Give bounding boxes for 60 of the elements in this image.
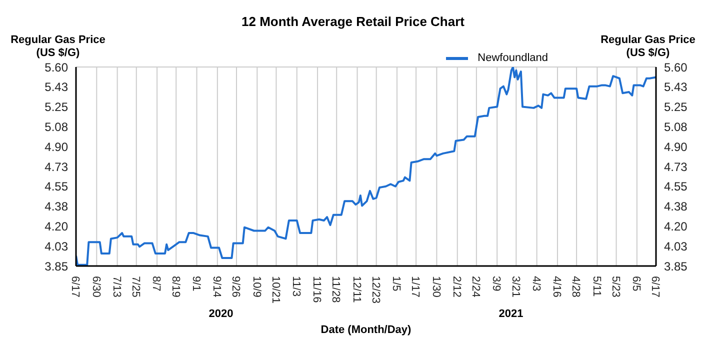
text: 2020 bbox=[208, 308, 234, 320]
x-tick-label: 6/17 bbox=[69, 276, 82, 298]
y2-tick-label: 4.20 bbox=[664, 219, 688, 234]
x-tick-label: 4/28 bbox=[570, 276, 582, 298]
x-tick-label: 5/23 bbox=[609, 276, 622, 298]
y2-tick-label: 4.03 bbox=[664, 239, 688, 254]
y2-axis-title: Regular Gas Price (US $/G) bbox=[600, 34, 696, 60]
y2-tick-label: 3.85 bbox=[664, 259, 688, 274]
y-tick-label: 4.55 bbox=[44, 180, 68, 194]
x-tick-label: 7/13 bbox=[110, 276, 122, 298]
x-tick-label: 7/25 bbox=[130, 276, 142, 298]
legend-label: Newfoundland bbox=[478, 52, 548, 64]
x-tick-label: 10/21 bbox=[269, 276, 282, 304]
y-tick-label: 3.85 bbox=[44, 259, 68, 274]
x-tick-label: 9/1 bbox=[190, 276, 202, 292]
y-tick-label: 5.08 bbox=[44, 120, 68, 134]
y2-tick-label: 5.25 bbox=[664, 100, 688, 114]
x-tick-label: 1/5 bbox=[390, 276, 402, 292]
y-tick-label: 4.38 bbox=[44, 200, 68, 214]
x-tick-label: 12/23 bbox=[369, 276, 382, 304]
y2-tick-label: 4.73 bbox=[664, 160, 688, 174]
x-tick-label: 11/28 bbox=[330, 276, 342, 303]
x-tick-label: 8/7 bbox=[150, 276, 162, 292]
x-tick-label: 10/9 bbox=[250, 276, 262, 298]
x-tick-label: 4/16 bbox=[550, 276, 563, 298]
x-tick-label: 9/14 bbox=[210, 276, 223, 298]
y2-tick-label: 5.08 bbox=[664, 120, 688, 134]
x-tick-label: 2/24 bbox=[470, 276, 482, 298]
y2-tick-label: 4.38 bbox=[664, 200, 688, 214]
line-series bbox=[76, 67, 656, 266]
y2-tick-label: 4.55 bbox=[664, 180, 688, 194]
y2-tick-label: 5.60 bbox=[664, 60, 688, 74]
x-tick-label: 6/5 bbox=[630, 276, 642, 292]
x-tick-label: 3/21 bbox=[509, 276, 522, 298]
x-tick-label: 9/26 bbox=[230, 276, 242, 298]
y-tick-label: 4.73 bbox=[44, 160, 68, 174]
y2-tick-label: 4.90 bbox=[664, 140, 688, 154]
x-tick-label: 5/11 bbox=[590, 276, 602, 297]
y-tick-label: 5.25 bbox=[44, 100, 68, 114]
x-tick-label: 11/16 bbox=[310, 276, 323, 303]
x-tick-label: 6/30 bbox=[90, 276, 102, 298]
y-tick-label: 4.20 bbox=[44, 219, 68, 234]
x-tick-label: 2/12 bbox=[450, 276, 463, 298]
y-tick-label: 4.03 bbox=[44, 239, 68, 254]
x-tick-label: 4/3 bbox=[530, 276, 542, 292]
y-tick-label: 5.43 bbox=[44, 80, 68, 94]
x-axis-title: Date (Month/Day) bbox=[320, 324, 412, 336]
x-tick-label: 11/3 bbox=[290, 276, 302, 297]
x-tick-label: 12/11 bbox=[350, 276, 362, 303]
x-tick-label: 6/17 bbox=[649, 276, 662, 298]
text: 2021 bbox=[498, 308, 524, 320]
y-axis-title: Regular Gas Price (US $/G) bbox=[10, 34, 106, 60]
x-tick-label: 1/17 bbox=[409, 276, 422, 298]
y-tick-label: 5.60 bbox=[44, 60, 68, 74]
x-tick-label: 1/30 bbox=[430, 276, 442, 298]
x-tick-label: 3/9 bbox=[490, 276, 502, 292]
y-tick-label: 4.90 bbox=[44, 140, 68, 154]
x-tick-label: 8/19 bbox=[169, 276, 182, 298]
chart-title: 12 Month Average Retail Price Chart bbox=[240, 14, 466, 29]
y2-tick-label: 5.43 bbox=[664, 80, 688, 94]
